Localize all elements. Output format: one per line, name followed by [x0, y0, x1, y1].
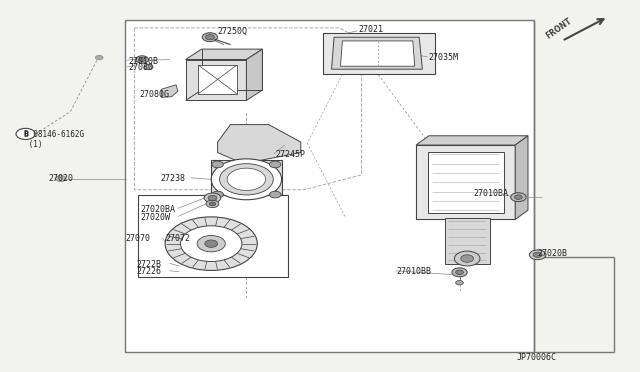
Polygon shape [340, 41, 415, 66]
Text: 27020B: 27020B [538, 249, 568, 258]
Text: B: B [23, 131, 28, 137]
Polygon shape [416, 136, 528, 145]
Circle shape [95, 55, 103, 60]
Polygon shape [515, 136, 528, 219]
Text: 27070: 27070 [125, 234, 150, 243]
Circle shape [269, 191, 281, 198]
Polygon shape [332, 37, 422, 69]
Circle shape [227, 168, 266, 190]
Text: 27010BA: 27010BA [474, 189, 509, 198]
Polygon shape [198, 65, 237, 94]
Circle shape [269, 161, 281, 168]
Text: 27245P: 27245P [275, 150, 305, 159]
Text: 27072: 27072 [165, 234, 190, 243]
Circle shape [452, 268, 467, 277]
Circle shape [56, 176, 66, 182]
Text: 27250Q: 27250Q [218, 27, 248, 36]
Circle shape [136, 56, 148, 63]
Circle shape [209, 202, 216, 206]
Text: JP70006C: JP70006C [517, 353, 557, 362]
Circle shape [16, 128, 35, 140]
Bar [416, 145, 515, 219]
Text: 27020W: 27020W [141, 213, 171, 222]
Polygon shape [323, 33, 435, 74]
Circle shape [205, 240, 218, 247]
Text: 2722B: 2722B [136, 260, 161, 269]
Circle shape [220, 164, 273, 195]
Circle shape [165, 217, 257, 270]
Circle shape [211, 159, 282, 200]
Text: 27080: 27080 [128, 63, 153, 72]
Circle shape [515, 195, 522, 199]
Text: 27035M: 27035M [429, 53, 459, 62]
Circle shape [533, 252, 542, 257]
Polygon shape [186, 49, 262, 60]
Circle shape [511, 193, 526, 202]
Text: 27080G: 27080G [140, 90, 170, 99]
Text: 27238: 27238 [160, 174, 185, 183]
Text: FRONT: FRONT [544, 17, 573, 41]
Text: 27020BA: 27020BA [141, 205, 176, 214]
Circle shape [208, 195, 217, 201]
Text: 27010BB: 27010BB [397, 267, 432, 276]
Circle shape [456, 280, 463, 285]
Circle shape [180, 226, 242, 262]
Circle shape [205, 35, 214, 40]
Circle shape [139, 58, 145, 61]
Circle shape [456, 270, 463, 275]
Bar [125, 20, 534, 352]
Circle shape [204, 193, 221, 203]
Circle shape [144, 64, 153, 70]
Text: 27020: 27020 [48, 174, 73, 183]
Circle shape [212, 191, 223, 198]
Polygon shape [211, 160, 282, 199]
Circle shape [454, 251, 480, 266]
Bar [428, 152, 504, 213]
Bar [445, 218, 490, 264]
Circle shape [461, 255, 474, 262]
Text: 27226: 27226 [136, 267, 161, 276]
Polygon shape [161, 85, 178, 97]
Text: 27021: 27021 [358, 25, 383, 34]
Text: B 08146-6162G
 (1): B 08146-6162G (1) [24, 130, 84, 149]
Polygon shape [186, 60, 246, 100]
Text: 27010B: 27010B [128, 57, 158, 66]
Circle shape [202, 33, 218, 42]
Circle shape [197, 235, 225, 252]
Circle shape [212, 161, 223, 168]
Bar [138, 195, 288, 277]
Polygon shape [218, 125, 301, 164]
Polygon shape [246, 49, 262, 100]
Circle shape [206, 200, 219, 208]
Circle shape [529, 250, 546, 260]
